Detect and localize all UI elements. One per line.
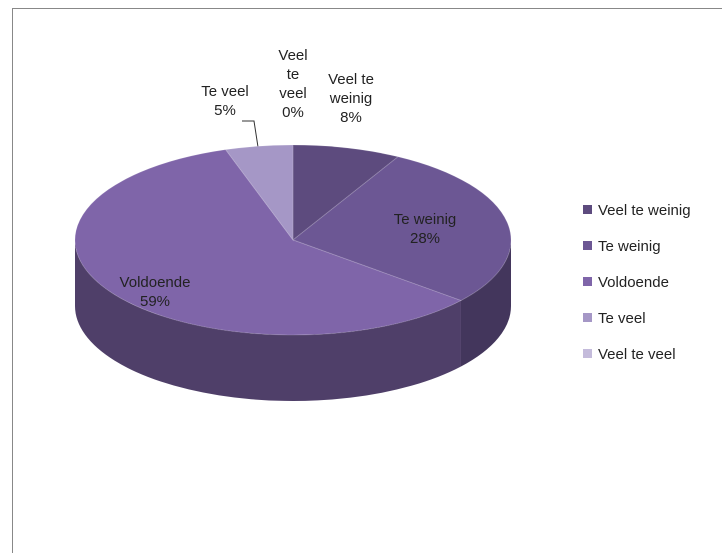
legend-item: Voldoende: [583, 274, 669, 291]
slice-side: [460, 240, 511, 367]
data-label-value: 28%: [409, 230, 441, 247]
data-label-name: Veel te weinig: [328, 71, 374, 107]
data-label-value: 0%: [282, 104, 304, 121]
legend-swatch: [583, 241, 592, 250]
data-label-name: Veel te veel: [278, 47, 308, 102]
legend-item: Te weinig: [583, 238, 661, 255]
data-label: Voldoende 59%: [100, 273, 210, 311]
legend-label: Veel te weinig: [598, 202, 691, 219]
slice: [292, 144, 400, 242]
legend-label: Voldoende: [598, 274, 669, 291]
legend-swatch: [583, 277, 592, 286]
data-label-name: Te weinig: [393, 211, 457, 228]
legend-swatch: [583, 205, 592, 214]
legend-label: Te veel: [598, 310, 646, 327]
slice: [224, 144, 294, 242]
legend-item: Te veel: [583, 310, 646, 327]
legend-item: Veel te weinig: [583, 202, 691, 219]
slice-side: [75, 240, 461, 402]
legend-label: Te weinig: [598, 238, 661, 255]
leader-line: [242, 120, 259, 148]
data-label-value: 59%: [139, 293, 171, 310]
slice: [291, 156, 512, 302]
data-label: Veel te weinig 8%: [320, 70, 382, 127]
slice: [74, 149, 463, 336]
data-label-value: 5%: [214, 102, 236, 119]
data-label-name: Voldoende: [119, 274, 191, 291]
legend-swatch: [583, 313, 592, 322]
legend-swatch: [583, 349, 592, 358]
data-label-value: 8%: [340, 109, 362, 126]
legend-item: Veel te veel: [583, 346, 676, 363]
legend-label: Veel te veel: [598, 346, 676, 363]
data-label: Te weinig 28%: [380, 210, 470, 248]
data-label: Veel te veel 0%: [275, 46, 311, 122]
chart-frame: [12, 8, 722, 553]
data-label: Te veel 5%: [195, 82, 255, 120]
data-label-name: Te veel: [201, 83, 249, 100]
